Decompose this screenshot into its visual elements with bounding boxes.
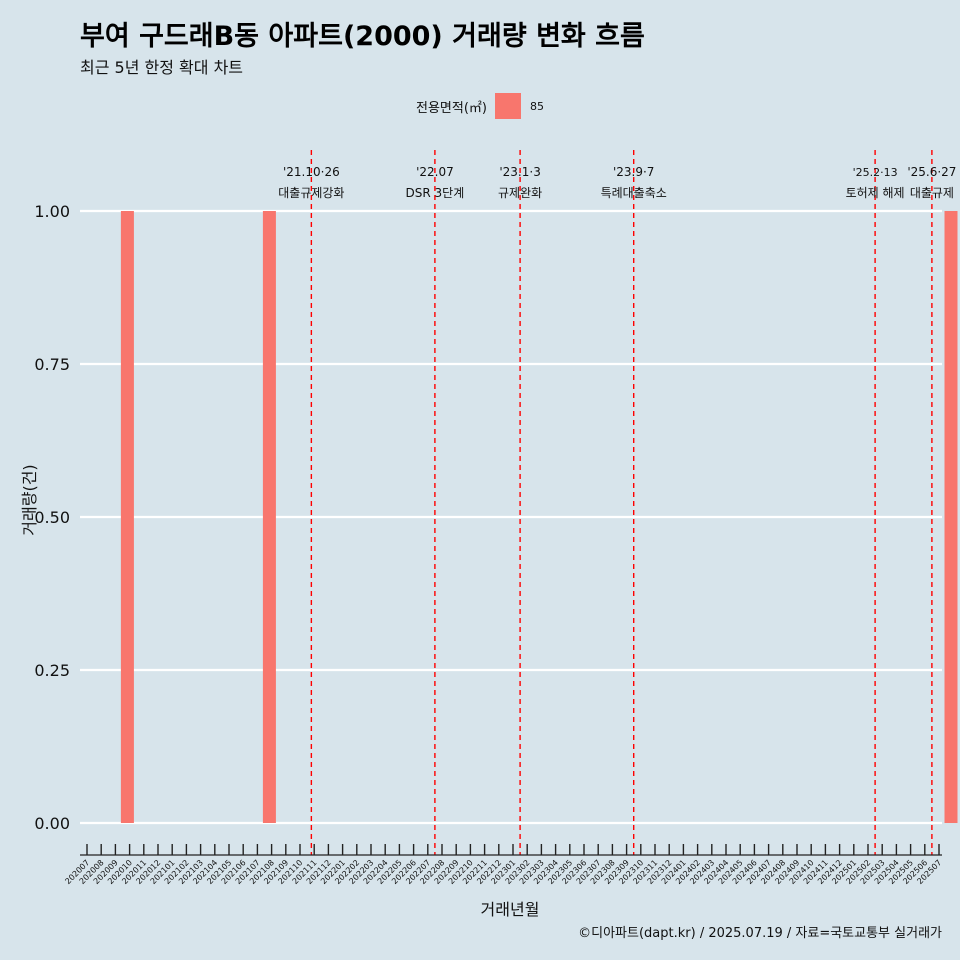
- event-name-label: 규제완화: [498, 186, 542, 200]
- legend: 전용면적(㎡) 85: [0, 93, 960, 119]
- event-date-label: '22.07: [416, 165, 454, 179]
- legend-label: 85: [529, 99, 544, 113]
- chart-title: 부여 구드래B동 아파트(2000) 거래량 변화 흐름: [80, 21, 645, 52]
- y-tick-label: 1.00: [34, 202, 70, 221]
- bar-202107: [262, 211, 276, 823]
- event-date-label: '25.2·13: [853, 166, 898, 179]
- y-tick-label: 0.50: [34, 508, 70, 527]
- y-axis-label: 거래량(건): [20, 464, 39, 536]
- event-name-label: DSR 3단계: [406, 186, 465, 200]
- event-name-label: 토허제 해제: [846, 186, 905, 200]
- source-caption: ©디아파트(dapt.kr) / 2025.07.19 / 자료=국토교통부 실…: [578, 926, 942, 941]
- event-date-label: '23.9·7: [613, 165, 654, 179]
- bar-202009: [120, 211, 134, 823]
- bar-202507: [944, 211, 958, 823]
- x-axis-label: 거래년월: [480, 900, 540, 919]
- event-date-label: '21.10·26: [283, 165, 340, 179]
- event-name-label: 특례대출축소: [601, 186, 667, 200]
- event-name-label: 대출규제: [910, 186, 954, 200]
- event-date-label: '25.6·27: [907, 165, 956, 179]
- event-date-label: '23.1·3: [499, 165, 540, 179]
- y-tick-label: 0.75: [34, 355, 70, 374]
- chart-subtitle: 최근 5년 한정 확대 차트: [80, 58, 244, 77]
- event-name-label: 대출규제강화: [278, 186, 344, 200]
- y-tick-label: 0.25: [34, 661, 70, 680]
- legend-swatch: [494, 93, 521, 119]
- y-tick-label: 0.00: [34, 814, 70, 833]
- legend-title: 전용면적(㎡): [416, 100, 487, 116]
